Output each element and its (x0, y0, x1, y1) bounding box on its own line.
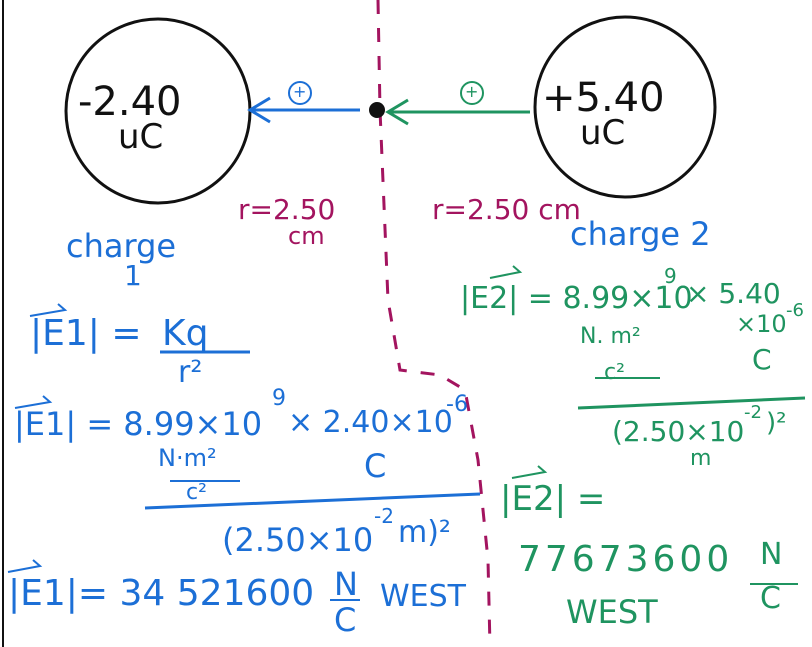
distance-1-r: r=2.50 (238, 193, 336, 226)
e1-vector-arrow-3 (7, 559, 43, 573)
e2-denominator-unit: m (690, 446, 712, 471)
field-point-dot (369, 102, 385, 118)
e2-vector-arrow-2 (511, 465, 548, 479)
e1-substitution-lhs: |E1| = 8.99×10 (14, 405, 263, 443)
e2-substitution-lhs: |E2| = 8.99×10 (460, 281, 693, 316)
e1-substitution-times: × 2.40×10 (288, 405, 453, 440)
e2-result: 77673600 (518, 539, 734, 580)
e2-result-direction: WEST (566, 593, 658, 631)
e1-sub-fraction-bar (144, 492, 481, 510)
e2-denominator-end: )² (766, 408, 787, 438)
charge-2-circle (533, 15, 717, 199)
e1-result-direction: WEST (380, 579, 466, 614)
e1-result-unit-num: N (334, 565, 358, 603)
charge-1-unit: uC (118, 117, 164, 157)
test-charge-sign-right: + (465, 82, 479, 101)
e2-arrow-head (385, 98, 409, 126)
e1-substitution-exp: 9 (272, 386, 286, 411)
e2-substitution-times: × 5.40 (686, 277, 781, 310)
e2-denominator-exp: -2 (744, 402, 762, 423)
e2-substitution-exp2: -6 (786, 300, 804, 321)
e1-units-denominator: c² (186, 480, 207, 505)
e2-result-lhs: |E2| = (500, 479, 606, 519)
e2-result-unit-den: C (760, 581, 781, 616)
e1-denominator-end: m)² (398, 515, 451, 550)
e1-formula-denominator: r² (178, 355, 203, 390)
distance-1-unit: cm (288, 222, 325, 250)
e2-vector-arrow (489, 265, 523, 279)
e1-result-unit-den: C (334, 601, 357, 639)
e2-sub-fraction-bar (577, 396, 806, 410)
e1-vector-arrow (29, 303, 68, 317)
e2-c-unit: C (752, 343, 772, 376)
e1-substitution-exp2: -6 (446, 392, 468, 417)
charge-2-unit: uC (580, 113, 626, 153)
charge-2-heading: charge 2 (570, 215, 711, 253)
e1-arrow-head (247, 96, 271, 124)
charge-1-heading-number: 1 (124, 259, 142, 292)
e2-substitution-exp: 9 (664, 264, 677, 288)
charge-2-value: +5.40 (542, 75, 665, 121)
e1-units-numerator: N·m² (158, 444, 217, 472)
charge-1-heading: charge (66, 227, 177, 265)
e2-result-unit-num: N (760, 537, 783, 572)
e1-denominator-exp: -2 (374, 504, 394, 528)
e1-result: |E1|= 34 521600 (8, 573, 315, 614)
e2-substitution-line2: ×10 (736, 310, 787, 338)
e1-vector-arrow-2 (14, 395, 53, 409)
charge-1-value: -2.40 (78, 79, 182, 125)
test-charge-sign-left: + (293, 82, 307, 101)
e1-formula-numerator: Kq (162, 313, 209, 354)
e2-units-denominator: c² (604, 360, 625, 385)
e2-units-numerator: N. m² (580, 324, 641, 349)
e2-denominator: (2.50×10 (612, 415, 745, 448)
e1-c-unit: C (364, 447, 387, 485)
e1-denominator: (2.50×10 (222, 521, 374, 559)
distance-2: r=2.50 cm (432, 193, 581, 226)
test-charge-circle-blue (288, 81, 312, 105)
test-charge-circle-green (460, 81, 484, 105)
divider-dashed-line (376, 0, 492, 647)
e1-formula-lhs: |E1| = (30, 313, 142, 354)
